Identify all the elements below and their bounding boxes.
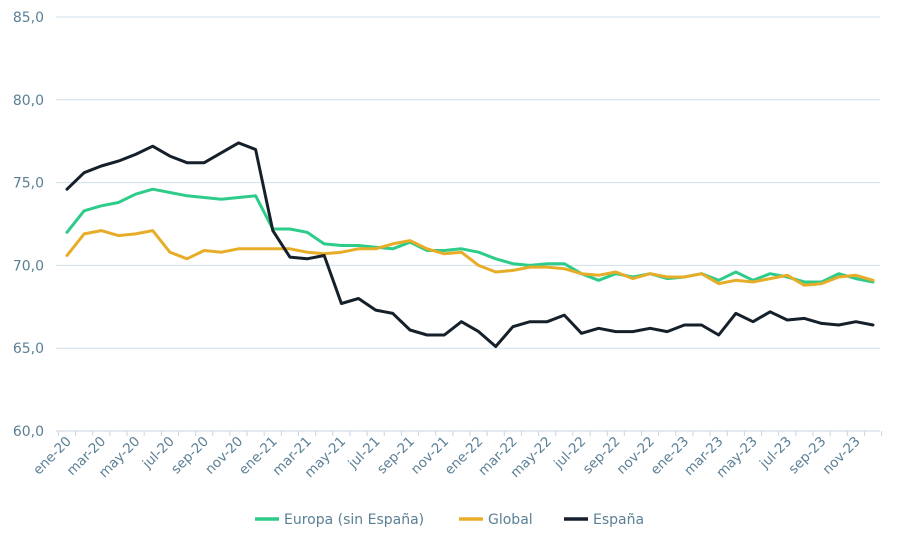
y-tick-label: 85,0 bbox=[13, 10, 44, 26]
legend-label: Global bbox=[488, 512, 533, 528]
y-tick-label: 70,0 bbox=[13, 258, 44, 274]
y-tick-label: 60,0 bbox=[13, 424, 44, 440]
x-axis: ene-20mar-20may-20jul-20sep-20nov-20ene-… bbox=[30, 430, 883, 481]
gridlines bbox=[56, 16, 880, 349]
legend-label: Europa (sin España) bbox=[284, 512, 424, 528]
y-axis: 60,0 65,0 70,0 75,0 80,0 85,0 bbox=[13, 10, 44, 440]
y-tick-label: 65,0 bbox=[13, 341, 44, 357]
y-tick-label: 80,0 bbox=[13, 93, 44, 109]
legend-label: España bbox=[593, 512, 644, 528]
y-tick-label: 75,0 bbox=[13, 176, 44, 192]
legend: Europa (sin España) Global España bbox=[255, 512, 644, 528]
series-lines bbox=[65, 141, 875, 348]
x-tick-label: nov-23 bbox=[819, 434, 863, 478]
series-line-0 bbox=[65, 187, 875, 284]
series-line-1 bbox=[65, 229, 875, 287]
series-line-2 bbox=[65, 141, 875, 348]
